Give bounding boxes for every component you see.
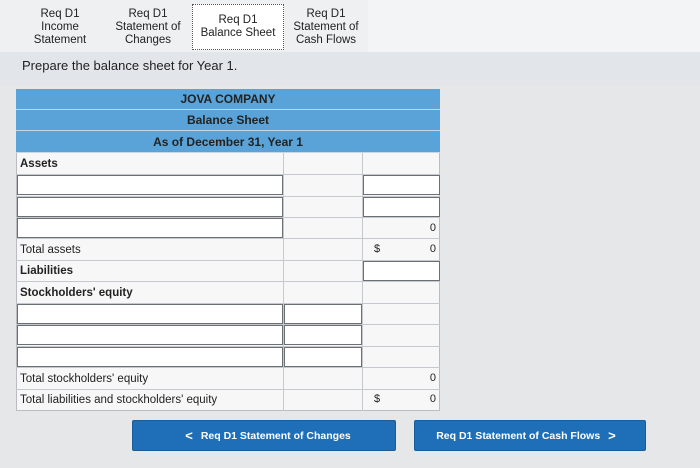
total-liab-equity-label: Total liabilities and stockholders' equi… <box>20 394 218 406</box>
tab-line: Statement of <box>115 20 181 33</box>
row-divider <box>16 196 440 197</box>
company-name: JOVA COMPANY <box>16 89 440 110</box>
row-divider <box>16 367 440 368</box>
total-liab-equity-dollar: $ <box>374 393 381 405</box>
liability-amount-input[interactable] <box>363 261 440 281</box>
instruction-band <box>0 52 700 85</box>
row-divider <box>16 217 440 218</box>
row-divider <box>16 324 440 325</box>
equity-name-input[interactable] <box>17 347 283 367</box>
equity-heading: Stockholders' equity <box>20 287 133 299</box>
prev-requirement-button[interactable]: < Req D1 Statement of Changes <box>132 420 396 451</box>
liabilities-heading: Liabilities <box>20 265 74 277</box>
equity-name-input[interactable] <box>17 304 283 324</box>
tab-line: Req D1 <box>40 7 80 20</box>
tab-line: Changes <box>124 33 172 46</box>
tab-line: Req D1 <box>306 7 346 20</box>
tab-line: Balance Sheet <box>200 27 276 39</box>
tab-line: Cash Flows <box>295 33 357 46</box>
total-assets-value: 0 <box>429 243 436 255</box>
tab-statement-of-changes[interactable]: Req D1 Statement of Changes <box>108 4 188 50</box>
total-equity-label: Total stockholders' equity <box>20 373 149 385</box>
next-button-label: Req D1 Statement of Cash Flows <box>436 429 601 442</box>
tab-income-statement[interactable]: Req D1 Income Statement <box>24 4 96 50</box>
chevron-right-icon: > <box>608 428 616 443</box>
tab-line: Statement of <box>293 20 359 33</box>
tab-balance-sheet[interactable]: Req D1 Balance Sheet <box>192 4 284 50</box>
asset-amount-input[interactable] <box>363 175 440 195</box>
column-divider <box>283 153 284 411</box>
asset-name-input[interactable] <box>17 175 283 195</box>
row-divider <box>16 281 440 282</box>
tab-line: Req D1 <box>218 14 258 26</box>
equity-name-input[interactable] <box>17 325 283 345</box>
tab-line: Req D1 <box>128 7 168 20</box>
chevron-left-icon: < <box>185 428 193 443</box>
statement-date: As of December 31, Year 1 <box>16 131 440 153</box>
asset-name-input[interactable] <box>17 218 283 238</box>
asset-amount-value: 0 <box>429 222 436 234</box>
equity-amount-input[interactable] <box>284 325 362 345</box>
equity-amount-input[interactable] <box>284 347 362 367</box>
row-divider <box>16 303 440 304</box>
asset-amount-input[interactable] <box>363 197 440 217</box>
tab-statement-of-cash-flows[interactable]: Req D1 Statement of Cash Flows <box>286 4 366 50</box>
total-liab-equity-value: 0 <box>429 393 436 405</box>
total-assets-dollar: $ <box>374 243 381 255</box>
row-divider <box>16 389 440 390</box>
column-divider <box>362 153 363 411</box>
equity-amount-input[interactable] <box>284 304 362 324</box>
statement-title: Balance Sheet <box>16 110 440 131</box>
asset-name-input[interactable] <box>17 197 283 217</box>
total-assets-label: Total assets <box>20 244 81 256</box>
row-divider <box>16 346 440 347</box>
tab-line: Income <box>41 20 79 33</box>
instruction-text: Prepare the balance sheet for Year 1. <box>22 58 238 73</box>
total-equity-value: 0 <box>429 372 436 384</box>
tabs-background <box>368 0 700 52</box>
prev-button-label: Req D1 Statement of Changes <box>200 429 351 442</box>
requirement-tabs: Req D1 Income Statement Req D1 Statement… <box>0 0 700 52</box>
row-divider <box>16 174 440 175</box>
row-divider <box>16 238 440 239</box>
next-requirement-button[interactable]: Req D1 Statement of Cash Flows > <box>414 420 646 451</box>
row-divider <box>16 260 440 261</box>
tab-line: Statement <box>33 33 87 46</box>
assets-heading: Assets <box>20 158 58 170</box>
